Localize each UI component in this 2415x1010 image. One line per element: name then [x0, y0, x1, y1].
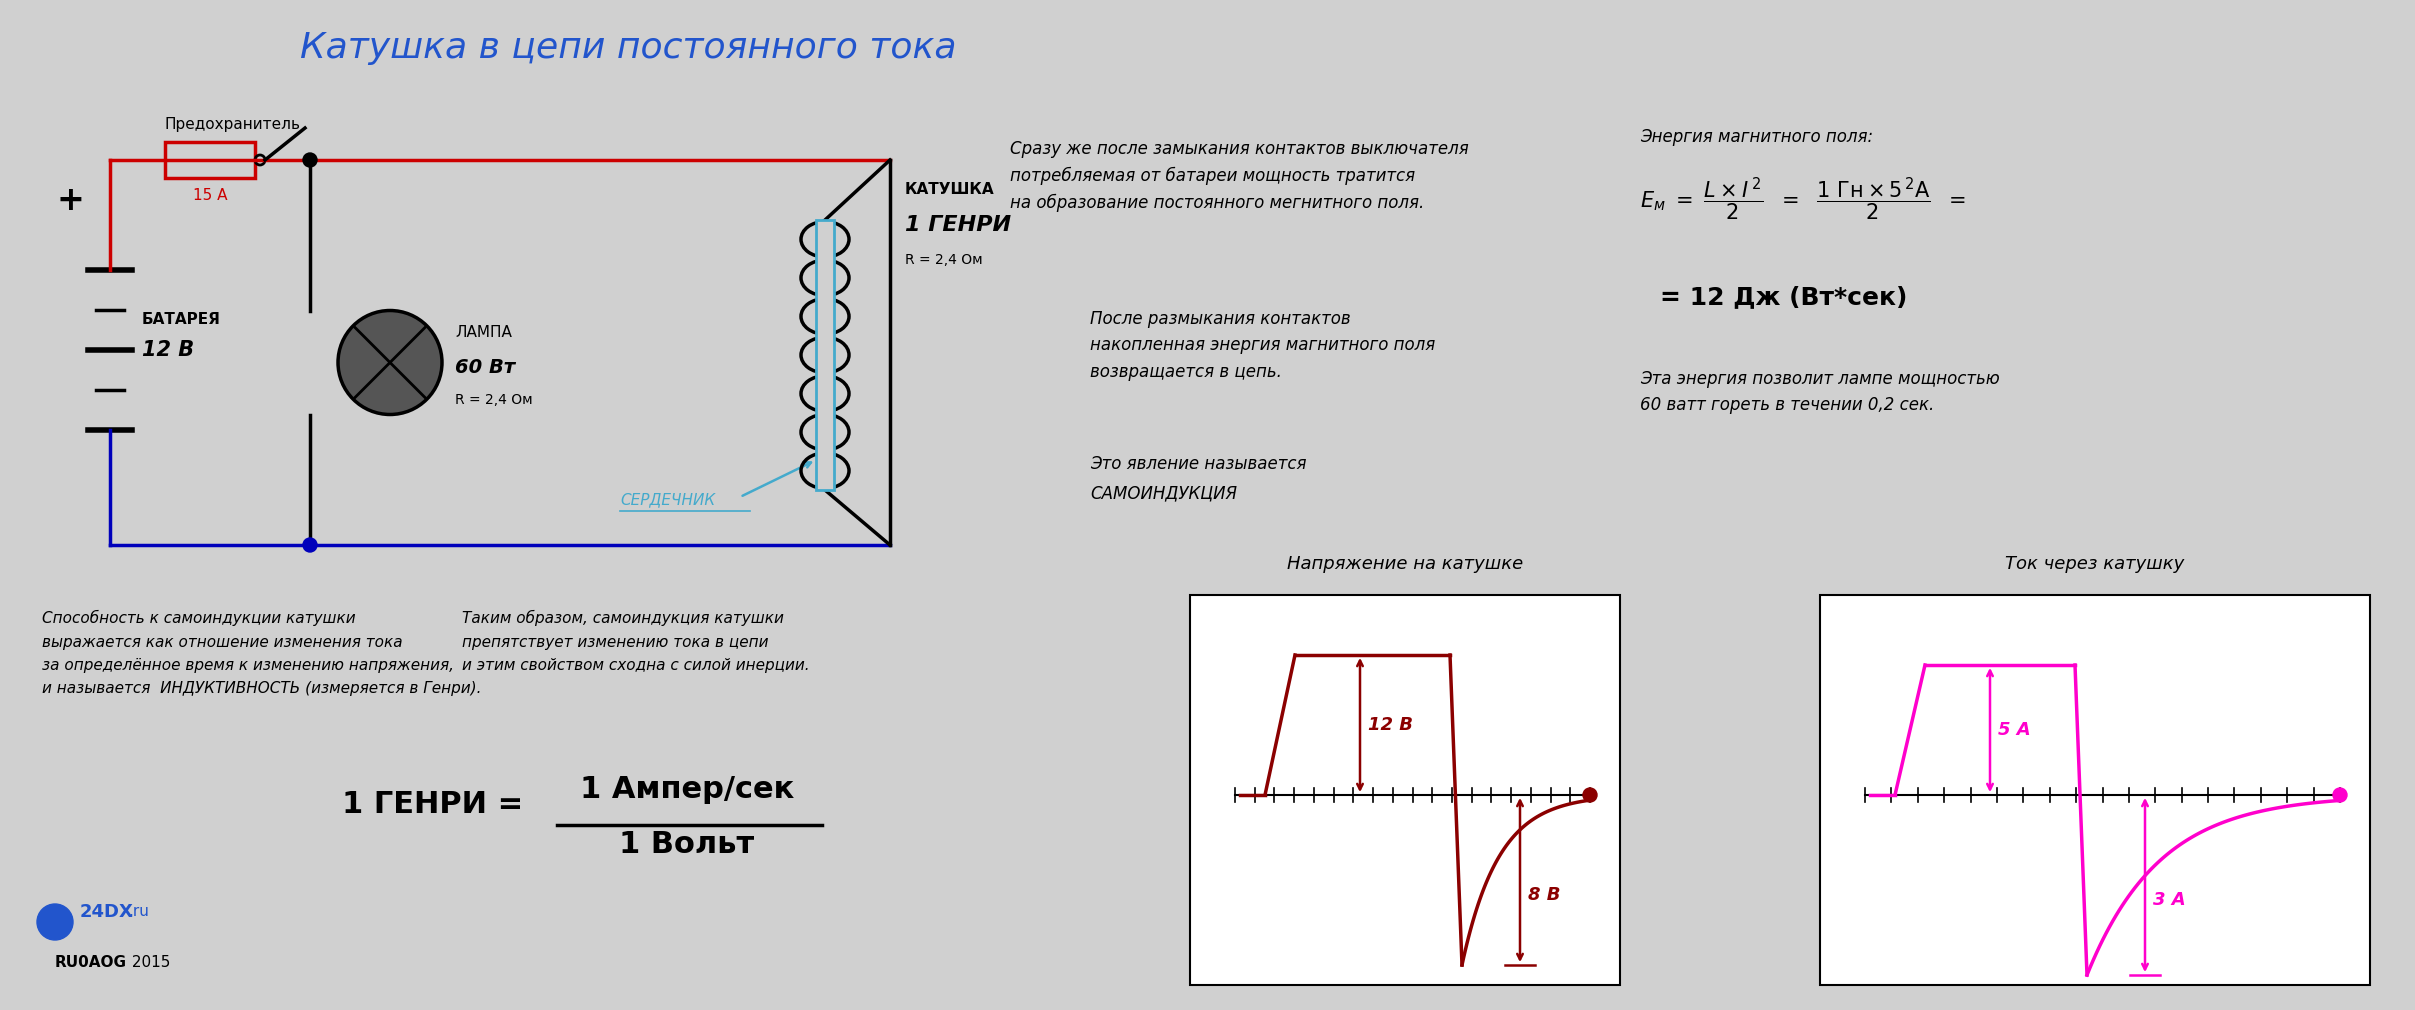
Text: Это явление называется
САМОИНДУКЦИЯ: Это явление называется САМОИНДУКЦИЯ: [1089, 454, 1307, 502]
Text: R = 2,4 Ом: R = 2,4 Ом: [454, 394, 534, 407]
Text: 1 Вольт: 1 Вольт: [618, 830, 753, 858]
Text: 12 В: 12 В: [142, 340, 193, 360]
Text: ): ): [53, 912, 63, 932]
Bar: [1191, 595, 1620, 985]
Text: Напряжение на катушке: Напряжение на катушке: [1287, 556, 1524, 573]
Text: R = 2,4 Ом: R = 2,4 Ом: [906, 252, 983, 267]
Bar: [164, 142, 256, 178]
Text: После размыкания контактов
накопленная энергия магнитного поля
возвращается в це: После размыкания контактов накопленная э…: [1089, 310, 1435, 381]
Text: $E_м\ =\ \dfrac{L \times I^{\,2}}{2}\ \ =\ \ \dfrac{1\ \text{Гн} \times 5^{\,2}\: $E_м\ =\ \dfrac{L \times I^{\,2}}{2}\ \ …: [1640, 175, 1966, 223]
Text: 1 Ампер/сек: 1 Ампер/сек: [580, 775, 795, 804]
Text: 12 В: 12 В: [1367, 716, 1413, 734]
Text: = 12 Дж (Вт*сек): = 12 Дж (Вт*сек): [1659, 285, 1908, 309]
Text: БАТАРЕЯ: БАТАРЕЯ: [142, 312, 220, 327]
Circle shape: [302, 538, 316, 552]
Text: КАТУШКА: КАТУШКА: [906, 183, 995, 198]
Text: RU0AOG: RU0AOG: [56, 955, 128, 970]
Text: 1 ГЕНРИ =: 1 ГЕНРИ =: [343, 790, 534, 819]
Text: +: +: [56, 184, 85, 216]
Text: Предохранитель: Предохранитель: [164, 117, 302, 132]
Text: Катушка в цепи постоянного тока: Катушка в цепи постоянного тока: [299, 31, 956, 65]
Circle shape: [302, 153, 316, 167]
Text: Таким образом, самоиндукция катушки
препятствует изменению тока в цепи
и этим св: Таким образом, самоиндукция катушки преп…: [461, 610, 809, 673]
Text: 5 А: 5 А: [1997, 721, 2031, 739]
Circle shape: [338, 310, 442, 414]
Text: 1 ГЕНРИ: 1 ГЕНРИ: [906, 215, 1012, 235]
Circle shape: [1582, 788, 1596, 802]
Text: 3 А: 3 А: [2154, 891, 2186, 909]
Bar: [1821, 595, 2369, 985]
Text: .ru: .ru: [128, 905, 150, 919]
Text: Энергия магнитного поля:: Энергия магнитного поля:: [1640, 128, 1874, 146]
Text: Способность к самоиндукции катушки
выражается как отношение изменения тока
за оп: Способность к самоиндукции катушки выраж…: [41, 610, 481, 696]
Text: Сразу же после замыкания контактов выключателя
потребляемая от батареи мощность : Сразу же после замыкания контактов выклю…: [1009, 140, 1468, 211]
Circle shape: [36, 904, 72, 940]
Text: Ток через катушку: Ток через катушку: [2004, 556, 2186, 573]
Text: Эта энергия позволит лампе мощностью
60 ватт гореть в течении 0,2 сек.: Эта энергия позволит лампе мощностью 60 …: [1640, 370, 2000, 414]
Text: 2015: 2015: [128, 955, 171, 970]
Text: 15 А: 15 А: [193, 188, 227, 203]
Bar: [816, 220, 833, 490]
Text: 8 В: 8 В: [1529, 886, 1560, 904]
Text: СЕРДЕЧНИК: СЕРДЕЧНИК: [621, 493, 715, 507]
Circle shape: [2333, 788, 2347, 802]
Text: 24DX: 24DX: [80, 903, 133, 921]
Text: ЛАМПА: ЛАМПА: [454, 325, 512, 340]
Text: 60 Вт: 60 Вт: [454, 358, 514, 377]
